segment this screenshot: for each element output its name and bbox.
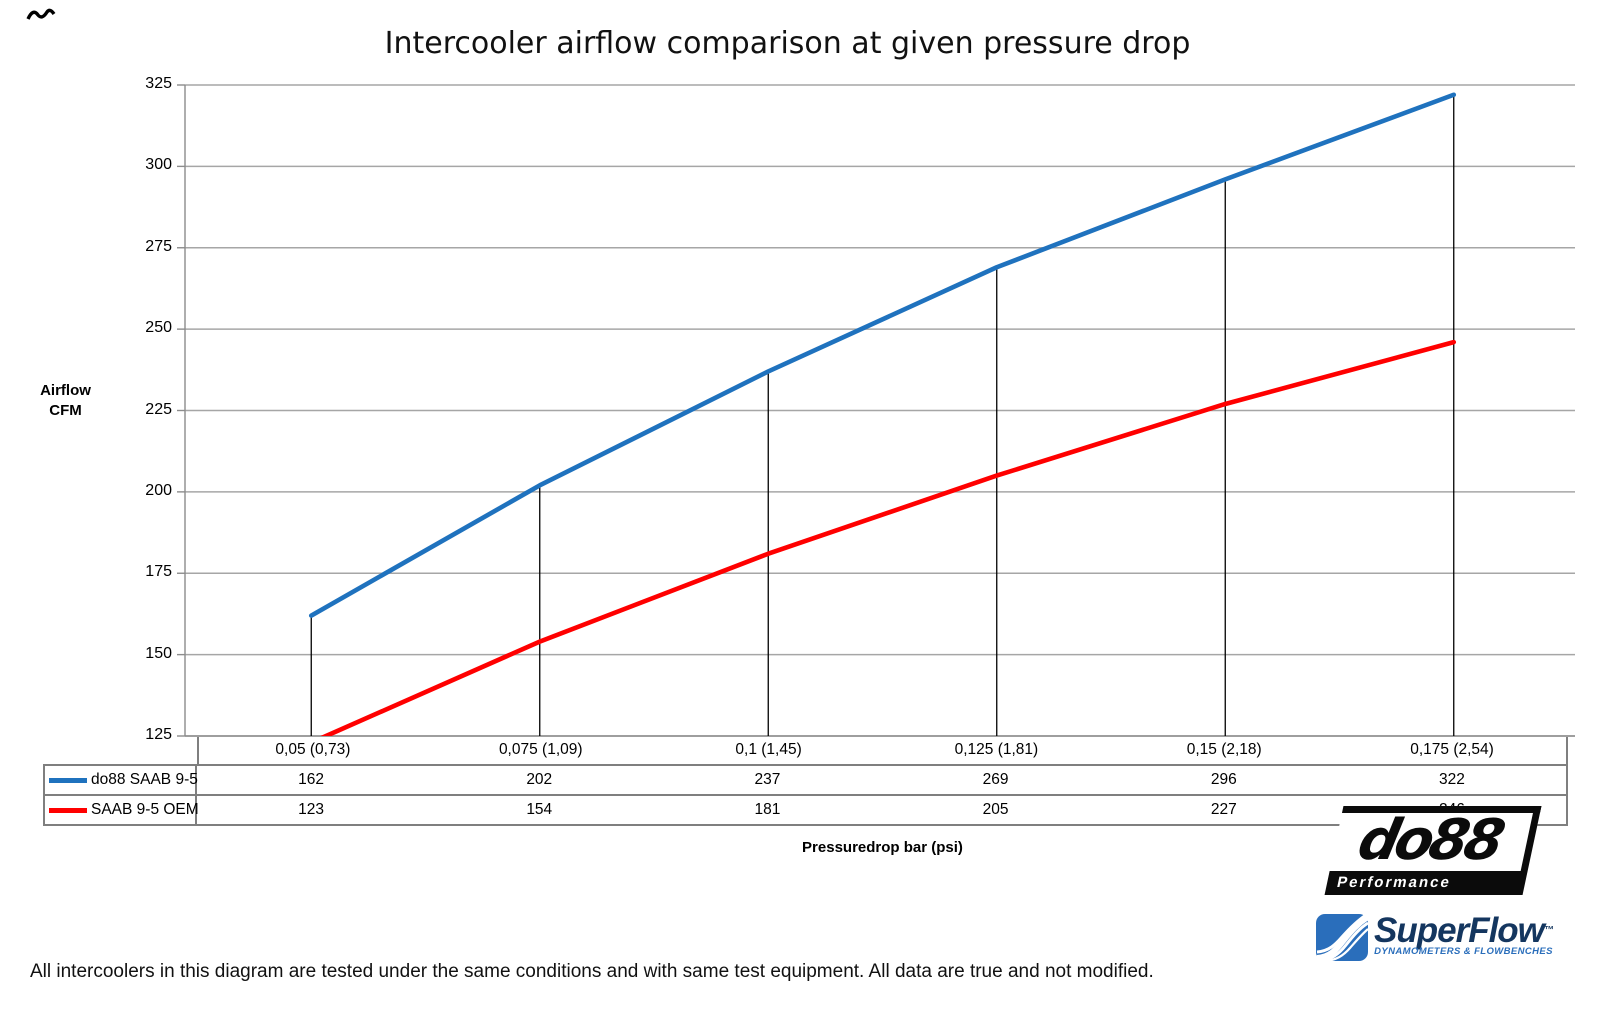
series-name: SAAB 9-5 OEM xyxy=(91,801,199,818)
legend-key-line xyxy=(49,777,87,783)
superflow-text-block: SuperFlow™ DYNAMOMETERS & FLOWBENCHES xyxy=(1374,911,1554,957)
y-tick-label: 325 xyxy=(145,75,172,92)
trademark-symbol: ™ xyxy=(1543,925,1554,936)
value-cell: 237 xyxy=(754,771,781,788)
chart-title: Intercooler airflow comparison at given … xyxy=(384,26,1191,61)
legend-key-line xyxy=(49,807,87,813)
superflow-tagline: DYNAMOMETERS & FLOWBENCHES xyxy=(1374,946,1553,957)
value-cell: 154 xyxy=(526,801,553,818)
value-cell: 269 xyxy=(982,771,1009,788)
y-axis-title: Airflow CFM xyxy=(18,381,113,421)
series-name: do88 SAAB 9-5 xyxy=(91,771,198,788)
x-category-label: 0,15 (2,18) xyxy=(1186,741,1262,758)
y-tick-label: 175 xyxy=(145,563,172,581)
x-category-label: 0,075 (1,09) xyxy=(498,741,583,758)
value-cell: 181 xyxy=(754,801,781,818)
do88-logo: do88 Performance xyxy=(1324,806,1542,895)
y-tick-label: 225 xyxy=(145,400,172,418)
data-table: do88 SAAB 9-5 162 202 237 269 296 322 SAAB 9-5 … xyxy=(43,764,1568,826)
x-category-label: 0,05 (0,73) xyxy=(275,741,351,758)
do88-logo-performance: Performance xyxy=(1324,871,1528,895)
value-cell: 202 xyxy=(526,771,553,788)
y-axis-title-line2: CFM xyxy=(49,402,82,419)
disclaimer-text: All intercoolers in this diagram are tes… xyxy=(30,961,1154,982)
y-tick-label: 250 xyxy=(145,319,172,337)
legend-cell: do88 SAAB 9-5 xyxy=(45,766,198,794)
x-category-label: 0,1 (1,45) xyxy=(735,741,802,758)
value-cell: 227 xyxy=(1210,801,1237,818)
superflow-wordmark: SuperFlow™ xyxy=(1374,911,1554,950)
y-tick-label: 200 xyxy=(145,481,172,499)
value-cell: 123 xyxy=(298,801,325,818)
y-tick-label: 125 xyxy=(145,726,172,743)
value-cell: 205 xyxy=(982,801,1009,818)
plot-area xyxy=(177,84,1575,737)
x-category-label: 0,175 (2,54) xyxy=(1410,741,1494,758)
corner-artifact xyxy=(26,8,56,20)
y-tick-label: 275 xyxy=(145,237,172,255)
do88-logo-text: do88 xyxy=(1352,808,1507,873)
value-cell: 296 xyxy=(1210,771,1237,788)
superflow-swoosh-icon xyxy=(1316,914,1368,961)
table-row: do88 SAAB 9-5 162 202 237 269 296 322 xyxy=(45,766,1566,796)
x-axis-title: Pressuredrop bar (psi) xyxy=(802,839,963,856)
x-category-label: 0,125 (1,81) xyxy=(954,741,1039,758)
superflow-logo: SuperFlow™ DYNAMOMETERS & FLOWBENCHES xyxy=(1316,911,1554,961)
y-tick-label: 150 xyxy=(145,644,172,662)
y-tick-label: 300 xyxy=(145,156,172,174)
table-row: SAAB 9-5 OEM123154181205227246 xyxy=(45,796,1566,824)
value-cell: 322 xyxy=(1439,771,1465,788)
x-category-row: 0,05 (0,73) 0,075 (1,09) 0,1 (1,45) 0,125 (… xyxy=(197,737,1568,764)
legend-cell: SAAB 9-5 OEM xyxy=(45,796,199,824)
value-cell: 162 xyxy=(298,771,325,788)
do88-logo-frame: do88 xyxy=(1329,806,1542,873)
y-axis-title-line1: Airflow xyxy=(40,382,91,399)
